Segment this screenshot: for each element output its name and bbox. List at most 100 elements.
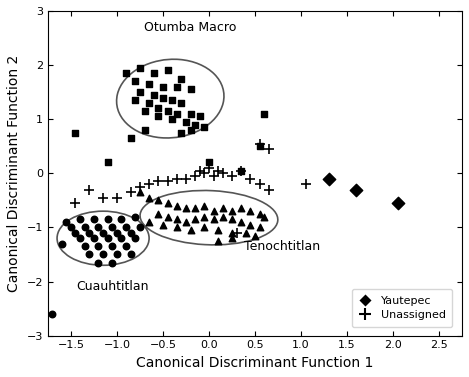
- Point: [219, 213, 227, 219]
- Point: [155, 178, 162, 184]
- Point: [81, 243, 89, 249]
- Point: [187, 127, 194, 133]
- Point: [256, 211, 263, 217]
- Point: [201, 124, 208, 130]
- Point: [247, 222, 254, 228]
- Point: [127, 189, 135, 195]
- Point: [62, 219, 70, 225]
- Point: [122, 243, 130, 249]
- Point: [136, 65, 144, 71]
- Point: [118, 216, 125, 222]
- Point: [237, 205, 245, 211]
- Point: [164, 108, 171, 114]
- Point: [201, 213, 208, 219]
- Point: [302, 181, 310, 187]
- Point: [178, 100, 185, 106]
- Point: [99, 195, 107, 201]
- Point: [164, 178, 171, 184]
- Point: [182, 176, 189, 182]
- Point: [178, 130, 185, 136]
- Point: [201, 203, 208, 209]
- Point: [127, 230, 135, 236]
- Point: [155, 211, 162, 217]
- Point: [113, 251, 121, 257]
- Point: [237, 219, 245, 225]
- Point: [131, 97, 139, 103]
- Y-axis label: Canonical Discriminant Function 2: Canonical Discriminant Function 2: [7, 55, 21, 292]
- Point: [72, 230, 79, 236]
- Point: [219, 170, 227, 176]
- Point: [325, 176, 333, 182]
- Point: [122, 70, 130, 76]
- Point: [168, 97, 176, 103]
- Point: [228, 208, 236, 214]
- Point: [228, 216, 236, 222]
- Text: Tenochtitlan: Tenochtitlan: [244, 240, 320, 253]
- Point: [201, 224, 208, 230]
- Point: [155, 105, 162, 111]
- Point: [85, 251, 93, 257]
- Point: [191, 121, 199, 127]
- Point: [164, 67, 171, 74]
- Point: [155, 113, 162, 120]
- Point: [99, 251, 107, 257]
- Point: [159, 222, 166, 228]
- Point: [214, 227, 222, 233]
- Point: [85, 187, 93, 193]
- Point: [145, 219, 153, 225]
- Point: [145, 100, 153, 106]
- Point: [159, 95, 166, 101]
- Point: [108, 260, 116, 266]
- Point: [205, 159, 212, 166]
- Point: [191, 173, 199, 179]
- Point: [131, 235, 139, 241]
- Point: [104, 216, 112, 222]
- Point: [136, 189, 144, 195]
- Point: [164, 213, 171, 219]
- Point: [145, 181, 153, 187]
- Point: [150, 70, 158, 76]
- Point: [131, 213, 139, 219]
- Point: [76, 235, 84, 241]
- Point: [49, 311, 56, 317]
- Point: [210, 208, 217, 214]
- Point: [136, 89, 144, 95]
- Point: [168, 116, 176, 122]
- Point: [228, 235, 236, 241]
- Point: [173, 216, 181, 222]
- Point: [145, 81, 153, 87]
- Point: [173, 224, 181, 230]
- Point: [260, 111, 268, 117]
- Point: [90, 216, 98, 222]
- Point: [173, 84, 181, 90]
- Point: [182, 219, 189, 225]
- Point: [85, 230, 93, 236]
- Point: [150, 92, 158, 98]
- Point: [118, 235, 125, 241]
- Point: [76, 216, 84, 222]
- Point: [104, 235, 112, 241]
- Point: [233, 230, 240, 236]
- Point: [256, 141, 263, 147]
- Point: [155, 197, 162, 203]
- Point: [141, 108, 148, 114]
- Text: Otumba Macro: Otumba Macro: [144, 21, 237, 34]
- Point: [108, 224, 116, 230]
- Point: [265, 146, 272, 152]
- Point: [394, 200, 401, 206]
- Point: [247, 208, 254, 214]
- Point: [173, 111, 181, 117]
- Point: [72, 200, 79, 206]
- Point: [210, 173, 217, 179]
- Point: [237, 167, 245, 173]
- Point: [228, 230, 236, 236]
- Point: [122, 224, 130, 230]
- Point: [113, 230, 121, 236]
- Point: [182, 205, 189, 211]
- Point: [247, 176, 254, 182]
- Point: [131, 78, 139, 84]
- Text: Cuauhtitlan: Cuauhtitlan: [76, 280, 149, 293]
- Point: [178, 75, 185, 81]
- Point: [127, 135, 135, 141]
- Point: [113, 195, 121, 201]
